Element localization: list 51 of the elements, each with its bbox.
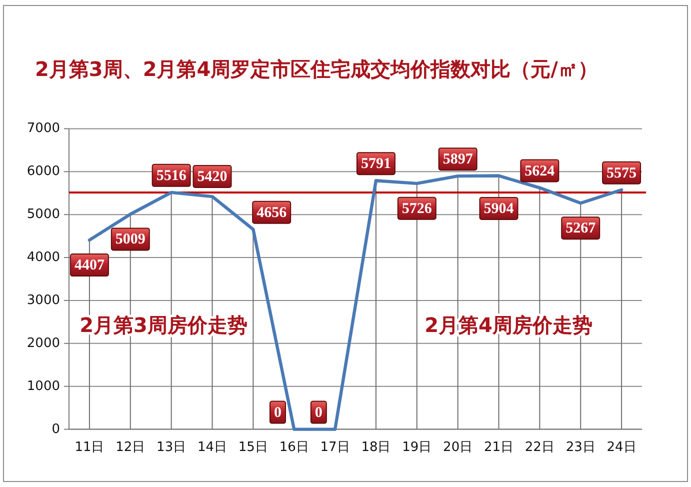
x-tick-label: 19日 [402,440,432,455]
data-label: 5420 [197,168,228,185]
data-label: 5624 [520,159,560,182]
data-label: 5726 [397,196,436,220]
y-tick-label: 2000 [26,336,60,351]
x-tick-label: 11日 [74,440,104,455]
x-tick-label: 17日 [320,440,350,455]
x-tick-label: 23日 [566,440,596,455]
x-tick-label: 13日 [156,440,186,455]
data-label: 5791 [356,152,396,176]
data-label: 5791 [360,156,391,172]
y-tick-label: 0 [52,422,60,437]
y-tick-label: 4000 [26,250,60,266]
x-tick-label: 18日 [361,440,391,455]
data-label: 5624 [524,163,556,180]
data-label: 0 [310,400,327,424]
x-tick-label: 15日 [238,440,268,455]
data-label: 5009 [115,232,146,248]
data-label: 5904 [479,196,518,220]
data-label: 5267 [561,216,600,240]
data-label: 5267 [566,220,596,237]
y-tick-label: 7000 [26,121,60,136]
data-label: 5009 [110,228,150,251]
data-label: 5897 [438,148,478,171]
y-tick-label: 1000 [26,378,60,394]
y-tick-label: 3000 [26,292,60,308]
data-label: 5575 [602,161,642,184]
x-tick-label: 16日 [279,440,309,455]
data-label: 4407 [74,258,105,274]
data-label: 0 [269,400,286,424]
x-tick-label: 22日 [524,440,554,455]
x-tick-label: 12日 [116,440,146,455]
y-tick-label: 6000 [26,164,60,180]
chart-title: 2月第3周、2月第4周罗定市区住宅成交均价指数对比（元/㎡） [35,57,598,81]
data-label: 5516 [156,168,187,184]
data-label: 0 [274,404,282,421]
data-label: 5726 [402,200,432,217]
data-label: 5516 [152,164,191,187]
x-tick-label: 14日 [197,440,228,455]
x-tick-label: 20日 [443,440,473,455]
data-label: 5904 [484,200,514,217]
x-tick-label: 21日 [484,440,514,455]
data-label: 5575 [606,165,637,182]
data-label: 5420 [192,164,232,188]
y-tick-label: 5000 [26,207,60,222]
data-label: 4407 [70,254,109,277]
x-tick-label: 24日 [606,440,636,455]
data-label: 4656 [256,204,288,221]
data-label: 5897 [442,152,474,168]
data-label: 0 [314,404,322,421]
data-label: 4656 [252,200,292,224]
